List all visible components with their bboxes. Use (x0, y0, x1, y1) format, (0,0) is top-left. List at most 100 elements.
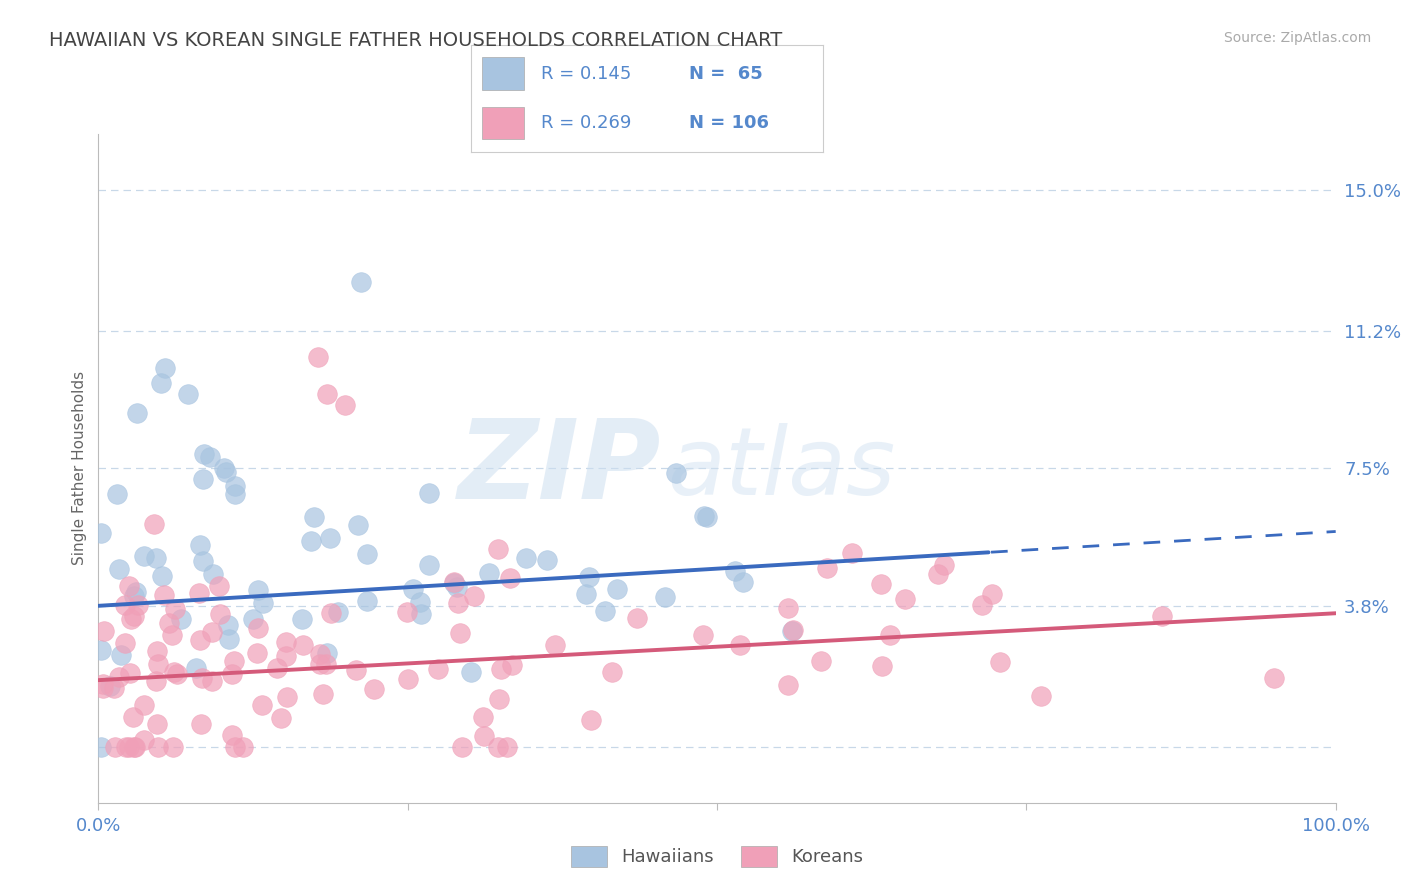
Point (212, 461, 235, 475)
Point (155, 361, 177, 376)
Point (98, 680, 121, 694)
Point (122, 608, 145, 623)
Point (163, 665, 186, 680)
Point (426, 662, 449, 676)
Point (696, 509, 718, 524)
Point (316, 647, 339, 661)
Point (471, 710, 494, 724)
Point (593, 604, 616, 618)
Point (127, 598, 149, 612)
Point (120, 666, 142, 681)
Point (443, 575, 465, 590)
Point (134, 549, 156, 564)
Point (224, 479, 246, 493)
Point (120, 612, 142, 626)
Point (218, 632, 240, 646)
Point (134, 698, 156, 713)
Point (201, 624, 224, 639)
Point (927, 566, 949, 581)
Point (776, 678, 799, 692)
Point (486, 542, 509, 557)
Point (932, 558, 955, 572)
Point (347, 518, 370, 533)
Point (409, 607, 432, 622)
Point (600, 665, 623, 679)
Point (127, 406, 149, 420)
Point (221, 728, 243, 742)
Point (316, 387, 339, 401)
Point (247, 621, 270, 635)
Point (626, 611, 648, 625)
Point (1150, 608, 1173, 623)
Point (443, 574, 465, 589)
Text: Source: ZipAtlas.com: Source: ZipAtlas.com (1223, 31, 1371, 45)
Point (291, 638, 314, 652)
Text: ZIP: ZIP (458, 415, 661, 522)
Point (501, 658, 523, 673)
Point (447, 596, 470, 610)
Point (543, 638, 565, 652)
Point (988, 655, 1011, 669)
Point (654, 591, 676, 605)
Point (780, 624, 803, 638)
Point (315, 657, 337, 671)
Point (160, 628, 183, 642)
Text: HAWAIIAN VS KOREAN SINGLE FATHER HOUSEHOLDS CORRELATION CHART: HAWAIIAN VS KOREAN SINGLE FATHER HOUSEHO… (49, 31, 783, 50)
Point (246, 582, 269, 597)
Point (146, 740, 169, 755)
Point (122, 740, 145, 755)
Text: R = 0.145: R = 0.145 (541, 64, 631, 82)
Point (146, 657, 169, 672)
Point (810, 654, 832, 668)
Point (418, 486, 440, 500)
Point (402, 582, 425, 597)
Point (879, 628, 901, 642)
Point (201, 673, 224, 688)
Point (307, 350, 329, 364)
Point (121, 710, 143, 724)
Point (270, 710, 292, 724)
Point (489, 662, 512, 676)
Text: R = 0.269: R = 0.269 (541, 114, 631, 132)
Point (201, 566, 224, 581)
Point (191, 671, 214, 685)
Point (363, 681, 385, 696)
Point (122, 589, 145, 603)
Point (146, 643, 169, 657)
Point (460, 665, 482, 679)
Point (150, 568, 173, 582)
Point (870, 576, 893, 591)
Point (319, 531, 342, 545)
Point (145, 673, 167, 688)
Point (980, 587, 1002, 601)
Point (177, 387, 200, 401)
Point (193, 447, 215, 461)
Point (153, 588, 176, 602)
Point (90, 526, 112, 541)
Point (356, 594, 378, 608)
Point (276, 648, 298, 663)
Point (395, 605, 418, 619)
Point (190, 633, 212, 648)
Point (224, 740, 246, 755)
Point (215, 466, 238, 480)
Point (184, 661, 207, 675)
Point (110, 648, 132, 662)
Point (418, 558, 440, 572)
Point (91, 681, 114, 695)
Point (208, 607, 231, 622)
Point (91, 677, 114, 691)
Point (870, 659, 893, 673)
Point (356, 547, 378, 561)
Point (193, 473, 215, 487)
Point (157, 615, 180, 630)
Point (312, 687, 335, 701)
Point (208, 579, 231, 593)
Text: atlas: atlas (668, 423, 896, 514)
Point (245, 646, 267, 660)
Point (221, 667, 243, 681)
Point (449, 626, 471, 640)
Point (451, 740, 474, 755)
Point (105, 487, 128, 501)
Point (165, 602, 187, 616)
